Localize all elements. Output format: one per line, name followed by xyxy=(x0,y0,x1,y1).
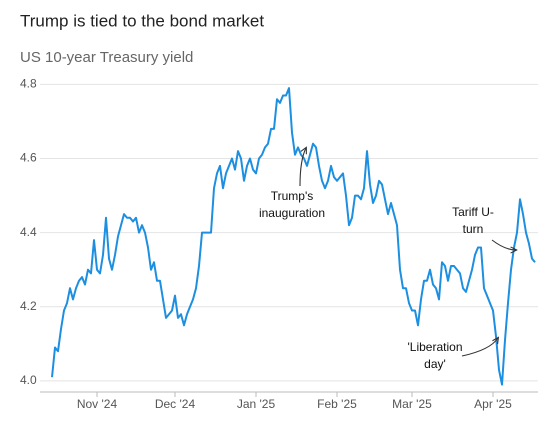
chart-title: Trump is tied to the bond market xyxy=(20,11,264,30)
chart-subtitle: US 10-year Treasury yield xyxy=(20,49,193,66)
annotation: Tariff U- xyxy=(452,205,494,219)
y-tick-label: 4.2 xyxy=(20,299,37,313)
annotation: 'Liberation xyxy=(408,340,463,354)
annotation: turn xyxy=(463,222,484,236)
x-tick-label: Apr '25 xyxy=(474,397,512,411)
x-tick-label: Jan '25 xyxy=(237,397,276,411)
y-tick-label: 4.8 xyxy=(20,77,37,91)
annotation-arrow xyxy=(461,338,498,357)
y-tick-label: 4.0 xyxy=(20,373,37,387)
y-tick-label: 4.4 xyxy=(20,225,37,239)
annotation: Trump's xyxy=(271,189,314,203)
annotation-arrow xyxy=(299,148,306,187)
annotation: inauguration xyxy=(259,206,325,220)
data-line xyxy=(51,87,536,386)
annotation-arrow xyxy=(491,239,516,250)
x-tick-label: Nov '24 xyxy=(77,397,118,411)
y-tick-label: 4.6 xyxy=(20,151,37,165)
annotation: day' xyxy=(424,357,446,371)
x-tick-label: Feb '25 xyxy=(317,397,357,411)
x-tick-label: Dec '24 xyxy=(155,397,196,411)
x-tick-label: Mar '25 xyxy=(392,397,432,411)
